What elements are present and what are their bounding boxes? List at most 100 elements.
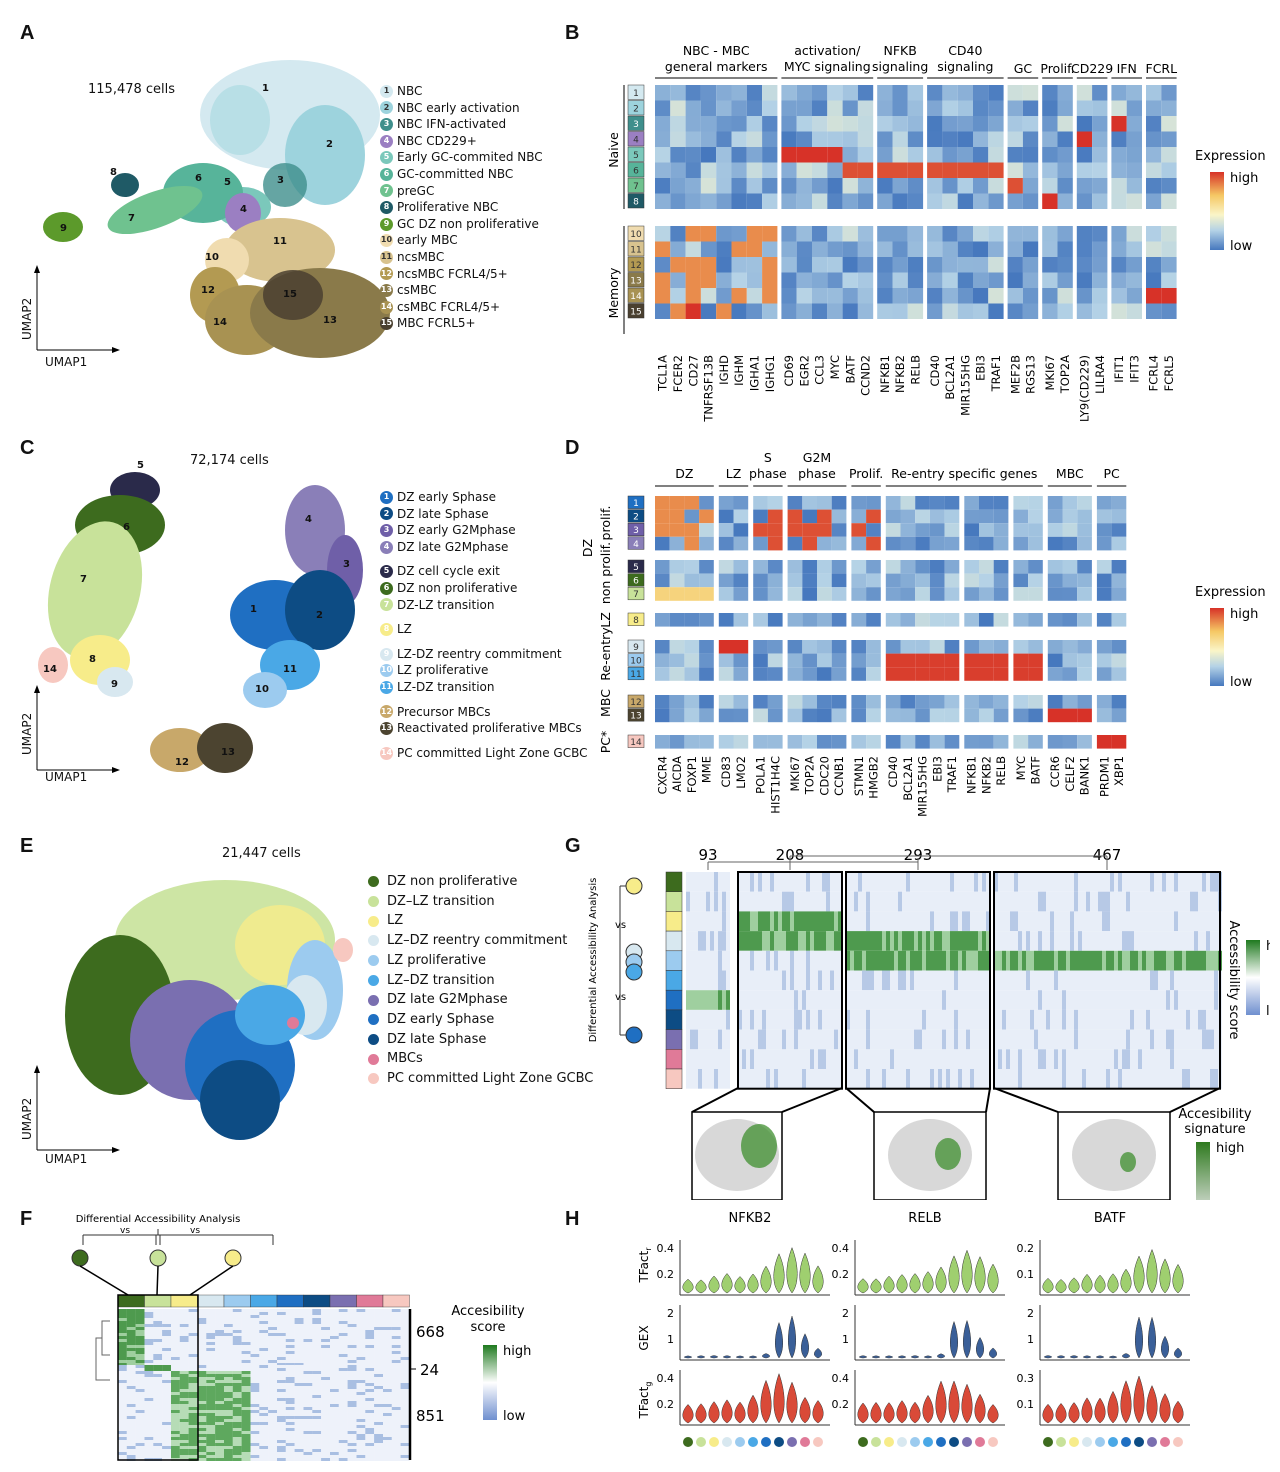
heatmap-cell [153, 1371, 163, 1374]
heatmap-cell [894, 931, 898, 951]
heatmap-cell [918, 1009, 922, 1030]
heatmap-cell [294, 1395, 304, 1398]
heatmap-cell [942, 288, 958, 304]
heatmap-cell [1161, 147, 1177, 163]
heatmap-cell [810, 872, 814, 892]
heatmap-cell [356, 1327, 366, 1330]
heatmap-cell [1057, 85, 1073, 101]
heatmap-cell [277, 1342, 286, 1345]
heatmap-cell [356, 1416, 366, 1419]
heatmap-cell [862, 990, 866, 1010]
heatmap-cell [224, 1368, 233, 1371]
heatmap-cell [733, 667, 749, 681]
heatmap-cell [391, 1404, 401, 1407]
heatmap-cell [162, 1327, 171, 1330]
heatmap-cell [321, 1348, 330, 1351]
legend-item: 4 DZ late G2Mphase [380, 539, 588, 556]
heatmap-cell [746, 1069, 750, 1089]
heatmap-cell [1026, 1009, 1030, 1030]
panel-a-letter: A [20, 22, 35, 44]
heatmap-cell [356, 1336, 366, 1339]
heatmap-cell [1162, 970, 1166, 991]
heatmap-cell [241, 1354, 251, 1357]
panel-b-letter: B [565, 22, 580, 44]
heatmap-cell [126, 1309, 136, 1312]
heatmap-cell [1078, 1049, 1082, 1069]
heatmap-cell [118, 1386, 127, 1389]
heatmap-cell [878, 1009, 882, 1030]
heatmap-cell [206, 1416, 216, 1419]
heatmap-cell [277, 1363, 286, 1366]
heatmap-cell [954, 1049, 958, 1069]
heatmap-cell [838, 911, 842, 932]
heatmap-cell [726, 1049, 730, 1069]
heatmap-cell [1118, 872, 1122, 892]
heatmap-cell [215, 1443, 224, 1446]
heatmap-cell [1010, 950, 1014, 971]
heatmap-cell [338, 1318, 348, 1321]
heatmap-cell [171, 1392, 180, 1395]
heatmap-cell [694, 950, 698, 971]
heatmap-cell [215, 1392, 224, 1395]
heatmap-cell [938, 872, 942, 892]
heatmap-cell [1002, 970, 1006, 991]
heatmap-cell [1214, 970, 1218, 991]
gene-label: BCL2A1 [943, 355, 957, 400]
heatmap-cell [232, 1371, 242, 1374]
heatmap-cell [1026, 990, 1030, 1010]
heatmap-cell [1002, 990, 1006, 1010]
heatmap-cell [1076, 162, 1093, 178]
heatmap-cell [1030, 1029, 1034, 1050]
heatmap-cell [970, 1069, 974, 1089]
heatmap-cell [391, 1312, 401, 1315]
heatmap-cell [303, 1374, 313, 1377]
heatmap-cell [870, 891, 874, 912]
row-swatch [627, 193, 645, 209]
heatmap-cell [874, 1069, 878, 1089]
heatmap-cell [153, 1345, 163, 1348]
heatmap-cell [126, 1363, 136, 1366]
heatmap-cell [118, 1389, 127, 1392]
heatmap-cell [268, 1407, 277, 1410]
heatmap-cell [1007, 288, 1023, 304]
heatmap-cell [926, 1049, 930, 1069]
heatmap-cell [857, 116, 874, 132]
svg-text:3: 3 [343, 559, 350, 570]
heatmap-cell [1076, 85, 1093, 101]
heatmap-cell [391, 1380, 401, 1383]
heatmap-cell [986, 1029, 990, 1050]
heatmap-cell [374, 1351, 383, 1354]
heatmap-cell [347, 1458, 357, 1461]
heatmap-cell [870, 872, 874, 892]
heatmap-cell [206, 1351, 216, 1354]
heatmap-cell [356, 1324, 366, 1327]
heatmap-cell [782, 1069, 786, 1089]
heatmap-cell [1111, 85, 1127, 101]
heatmap-cell [862, 872, 866, 892]
heatmap-cell [277, 1368, 286, 1371]
heatmap-cell [312, 1374, 322, 1377]
heatmap-cell [988, 178, 1004, 194]
heatmap-cell [400, 1452, 410, 1455]
heatmap-cell [374, 1339, 383, 1342]
heatmap-cell [706, 1009, 710, 1030]
heatmap-cell [814, 1069, 818, 1089]
heatmap-cell [232, 1348, 242, 1351]
heatmap-cell [162, 1360, 171, 1363]
heatmap-cell [153, 1327, 163, 1330]
gene-label: IGHM [732, 355, 746, 386]
heatmap-cell [699, 587, 714, 601]
violin [870, 1278, 882, 1294]
heatmap-cell [1194, 1049, 1198, 1069]
heatmap-cell [250, 1416, 260, 1419]
heatmap-cell [259, 1360, 269, 1363]
heatmap-cell [285, 1333, 295, 1336]
violin [736, 1355, 744, 1359]
heatmap-cell [365, 1449, 375, 1452]
heatmap-cell [312, 1401, 322, 1404]
heatmap-cell [778, 1049, 782, 1069]
heatmap-cell [206, 1404, 216, 1407]
heatmap-cell [347, 1312, 357, 1315]
heatmap-cell [714, 1069, 718, 1089]
